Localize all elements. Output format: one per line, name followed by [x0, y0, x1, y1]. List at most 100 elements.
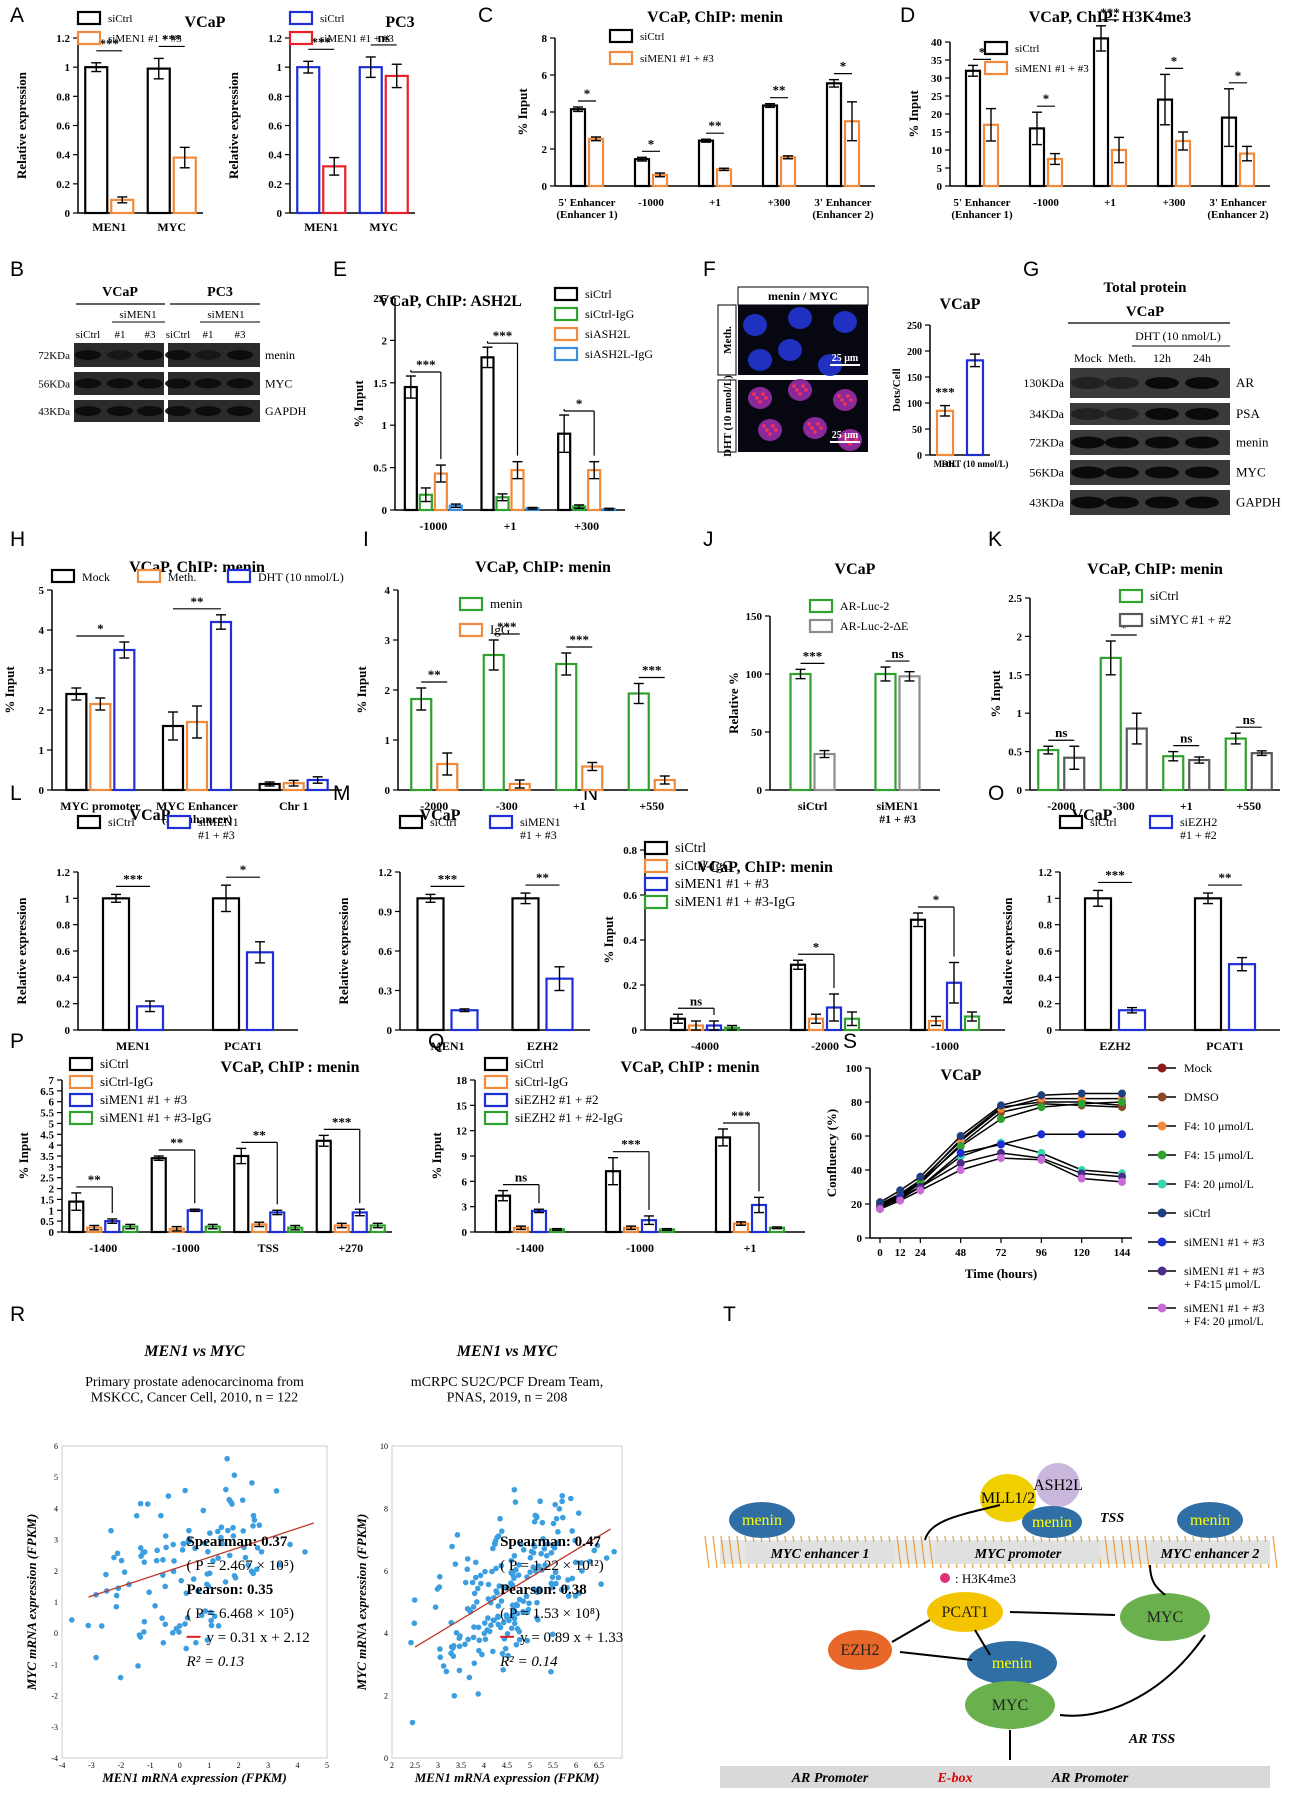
- data-point: [472, 1574, 479, 1581]
- legend-label: IgG: [490, 622, 510, 637]
- cell-nucleus: [788, 379, 812, 401]
- sig-label: **: [191, 594, 204, 609]
- legend-swatch: [166, 814, 192, 830]
- data-point: [114, 1550, 121, 1557]
- legend-label: siMEN1 #1 + #3-IgG: [100, 1110, 212, 1125]
- text-line: DHT (10 nmol/L): [1135, 329, 1221, 343]
- text-line: **: [170, 1135, 183, 1150]
- text-line: -4: [51, 1754, 58, 1763]
- stats-text: Spearman: 0.47: [500, 1534, 601, 1550]
- text-line: ***: [570, 632, 590, 647]
- data-point: [548, 1580, 555, 1587]
- x-tick-label: -1: [147, 1761, 154, 1770]
- data-point: [956, 1166, 965, 1174]
- pla-dot: [837, 394, 841, 398]
- image-row-label: DHT (10 nmol/L): [722, 375, 734, 457]
- y-tick-label: 0.2: [268, 179, 282, 191]
- blot-band: [1185, 466, 1219, 479]
- data-point: [182, 1621, 188, 1627]
- plot-area: [61, 1445, 328, 1759]
- legend-E: siCtrl siCtrl-IgG siASH2L siASH2L-IgG: [553, 286, 653, 362]
- blot-band: [195, 350, 221, 360]
- text-line: -4: [59, 1761, 66, 1770]
- legend-swatch: [76, 30, 102, 46]
- text-line: #1 + #2: [1180, 828, 1217, 842]
- y-tick-label: 0: [54, 1629, 58, 1638]
- y-tick-label: 3: [462, 1202, 468, 1214]
- text-line: MYC: [369, 220, 398, 234]
- text-line: #1: [115, 329, 126, 341]
- dna-strand: [896, 1535, 902, 1569]
- region-label: MYC promoter: [974, 1547, 1062, 1562]
- data-point: [515, 1572, 522, 1578]
- text-line: 0: [277, 208, 283, 220]
- text-line: ***: [312, 34, 332, 49]
- data-point: [169, 1630, 176, 1636]
- text-line: 0.3: [378, 986, 392, 998]
- data-point: [454, 1532, 461, 1538]
- y-axis-label: % Input: [515, 88, 530, 136]
- x-tick-label: +300: [1163, 197, 1186, 209]
- data-point: [488, 1622, 494, 1629]
- sig-label: ***: [312, 34, 332, 49]
- y-tick-label: 0: [542, 181, 548, 193]
- text-line: **: [1219, 870, 1232, 885]
- text-line: y = 0.31 x + 2.12: [207, 1630, 310, 1646]
- text-line: 0.6: [378, 946, 392, 958]
- text-line: 1: [54, 1598, 58, 1607]
- pla-dot: [851, 434, 855, 438]
- cell-nucleus: [833, 389, 857, 411]
- sig-label: ***: [1100, 5, 1120, 20]
- sig-label: ns: [690, 993, 702, 1008]
- bar: [779, 156, 797, 188]
- y-tick-label: 20: [851, 1199, 863, 1211]
- x-tick-label: +300: [574, 519, 599, 533]
- text-line: 2.5: [40, 1173, 54, 1185]
- text-line: siMEN1 #1 + #3: [1184, 1235, 1264, 1249]
- x-tick-label: 72: [996, 1247, 1008, 1259]
- bar: [480, 356, 495, 512]
- data-point: [215, 1623, 222, 1629]
- sig-label: ***: [570, 632, 590, 647]
- text-line: -1: [51, 1660, 58, 1669]
- text-line: 6: [462, 1176, 468, 1188]
- y-tick-label: 2: [385, 685, 391, 697]
- text-line: siMEN1 #1 + #3: [640, 53, 714, 65]
- x-tick-label: -2000: [1047, 799, 1075, 813]
- pla-dot: [842, 434, 846, 438]
- text-line: 100: [746, 669, 763, 681]
- dna-strand: [1144, 1535, 1150, 1569]
- data-point: [179, 1547, 186, 1553]
- text-line: 0.6: [623, 890, 637, 902]
- y-tick-label: 15: [456, 1100, 468, 1112]
- text-line: 24h: [1193, 351, 1211, 365]
- pla-dot: [845, 438, 849, 442]
- legend-label: AR-Luc-2-ΔE: [840, 619, 908, 633]
- text-line: % Input: [515, 88, 530, 136]
- data-point: [473, 1599, 480, 1605]
- dna-strand: [904, 1535, 910, 1569]
- blot-marker: 43KDa: [38, 406, 70, 418]
- bar: [1083, 897, 1113, 1032]
- y-tick-label: 2: [54, 1567, 58, 1576]
- stats-text: ( P = 6.468 × 10⁵): [187, 1606, 294, 1622]
- y-tick-label: 0.8: [56, 91, 70, 103]
- legend-label: siMEN1 #1 + #3: [1184, 1235, 1264, 1249]
- y-tick-label: 1.5: [1008, 670, 1022, 682]
- text-line: PNAS, 2019, n = 208: [447, 1390, 568, 1405]
- sig-label: ns: [1180, 731, 1192, 746]
- text-line: 5' Enhancer: [558, 197, 615, 209]
- text-line: siMEN1 #1 + #3-IgG: [675, 895, 795, 910]
- data-point: [184, 1614, 191, 1621]
- region-box: [935, 1542, 1100, 1564]
- data-point: [493, 1565, 499, 1572]
- y-axis-label: % Input: [16, 1132, 31, 1180]
- legend-label: menin: [490, 596, 523, 611]
- data-point: [516, 1562, 522, 1568]
- legend-label: siMEN1 #1 + #3: [520, 815, 561, 842]
- text-line: 24: [915, 1247, 927, 1259]
- x-tick-label: siCtrl: [798, 799, 828, 813]
- legend-label: siCtrl: [108, 13, 132, 25]
- y-tick-label: 18: [456, 1075, 468, 1087]
- data-point: [171, 1558, 177, 1564]
